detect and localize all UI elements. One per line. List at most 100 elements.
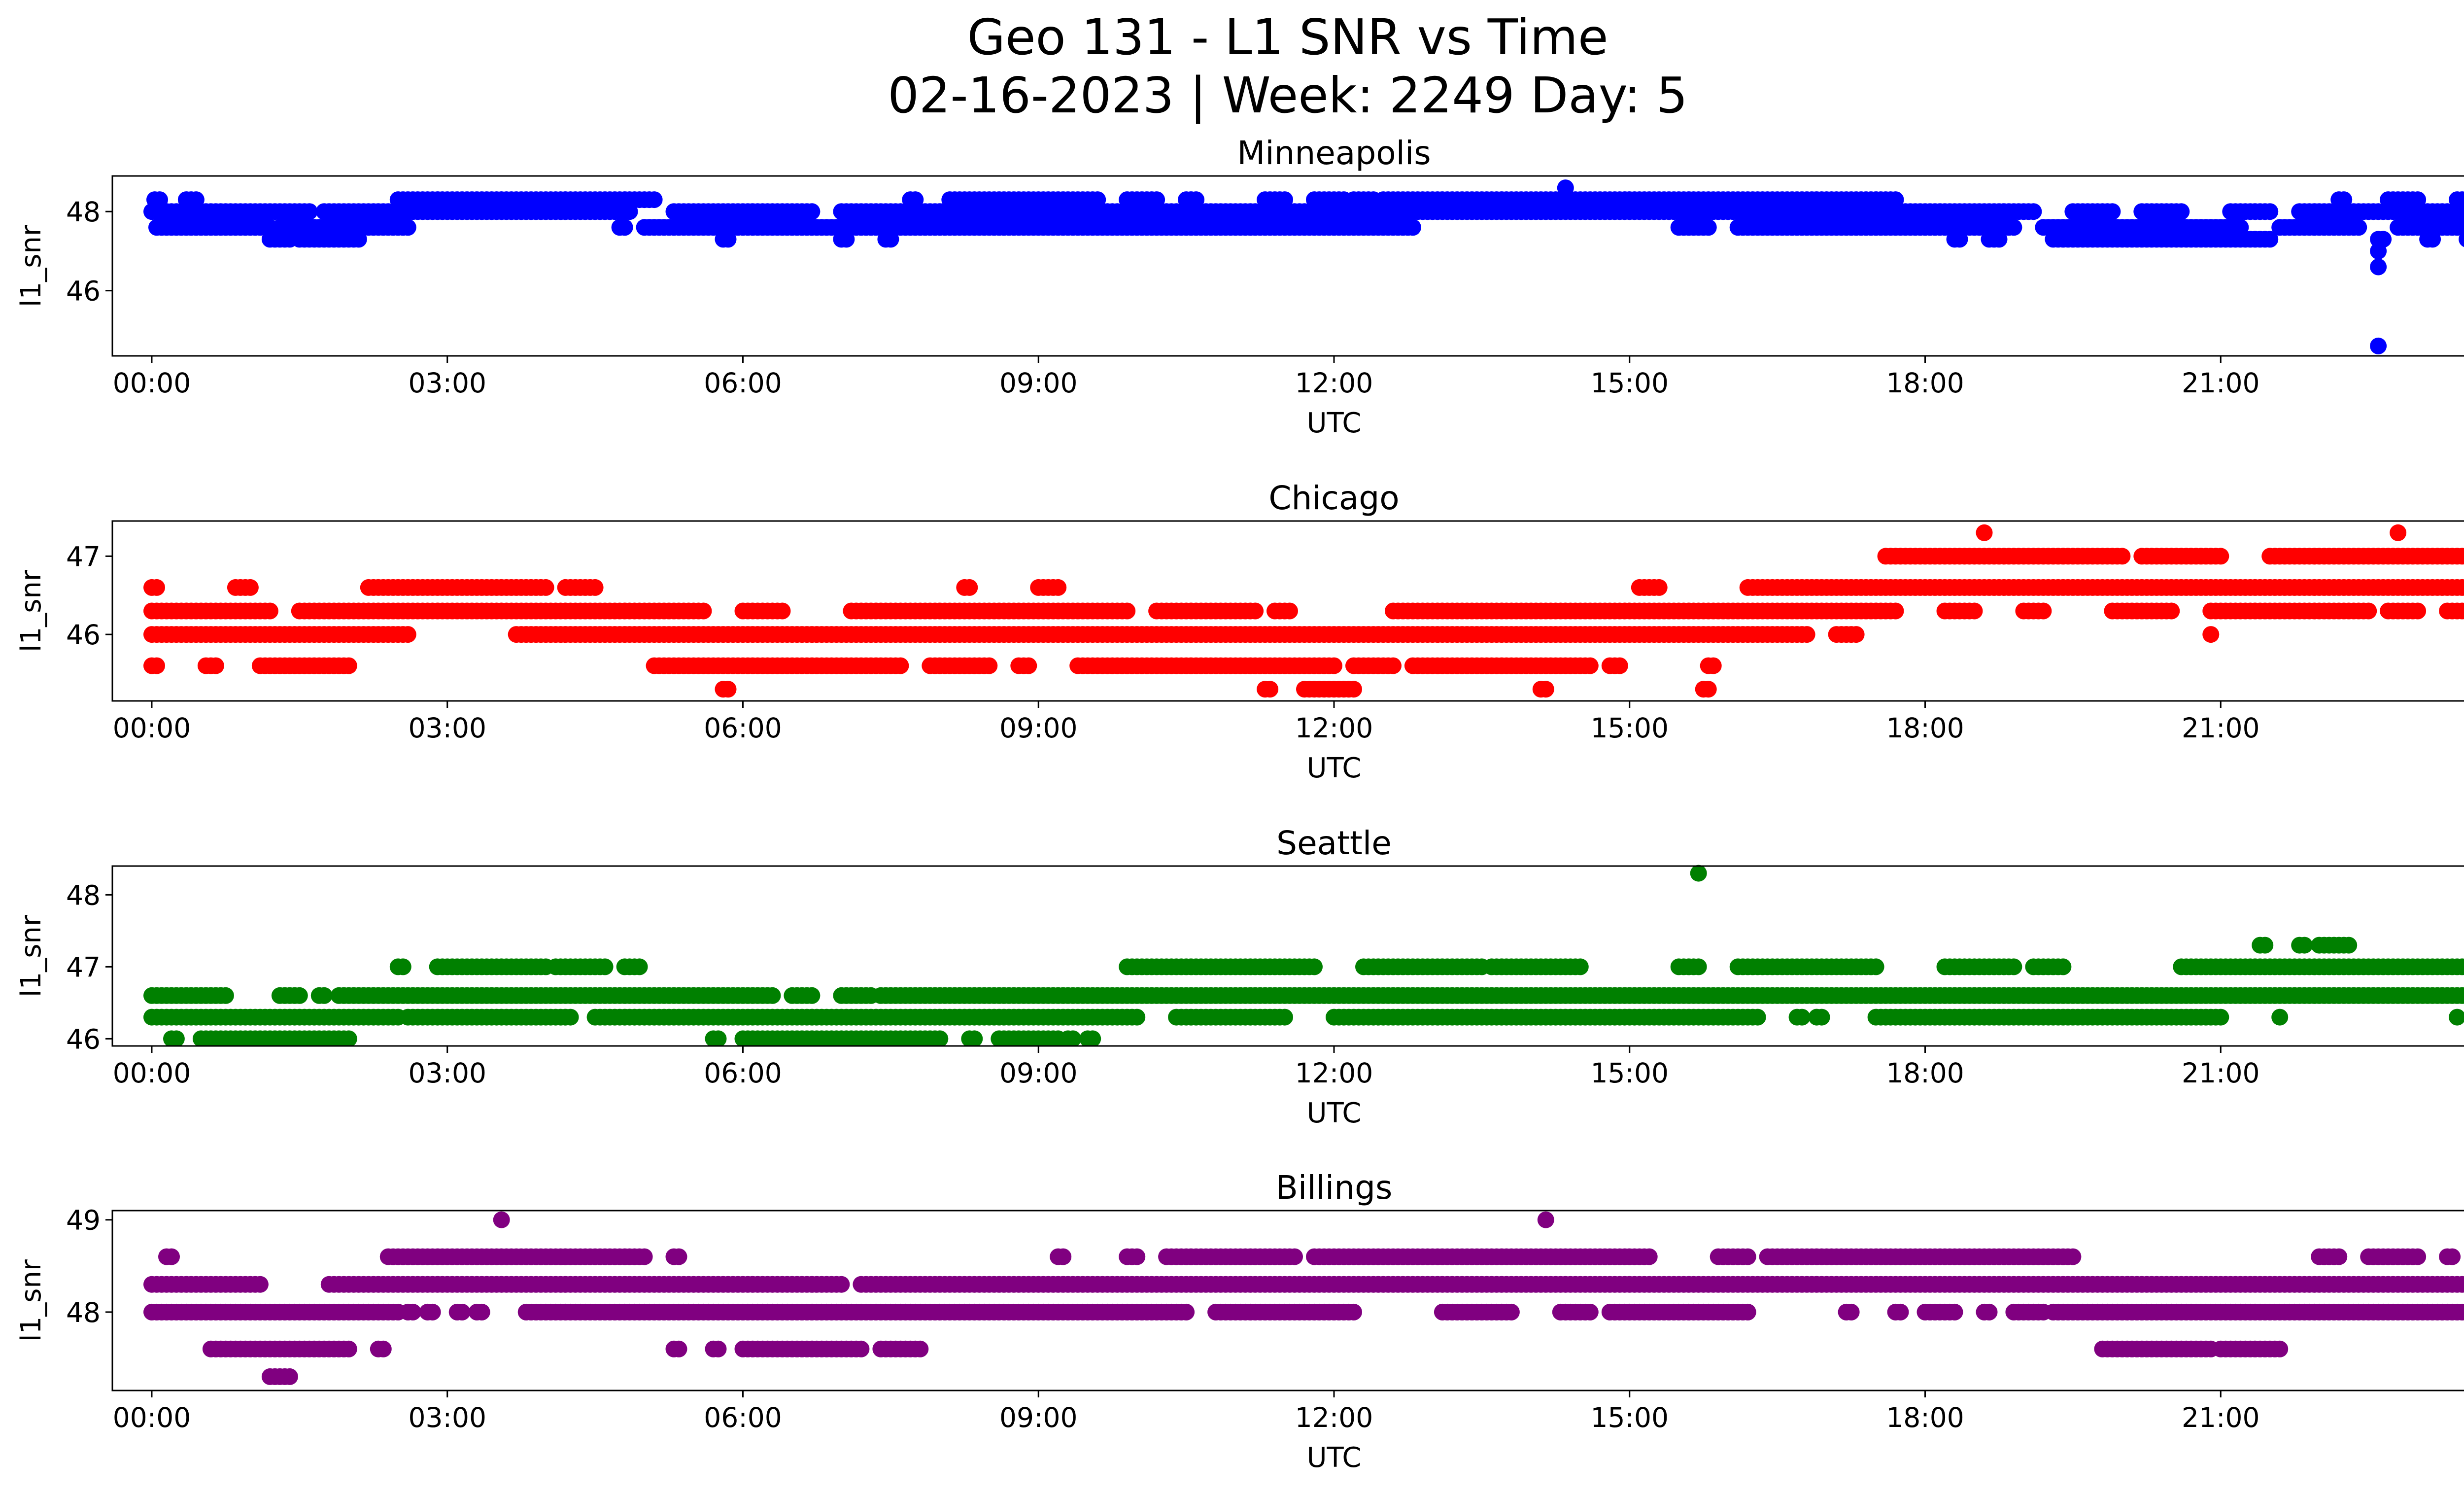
scatter-points (143, 524, 2464, 698)
data-point (1611, 657, 1628, 674)
data-point (1119, 602, 1136, 620)
data-point (2271, 1340, 2289, 1357)
data-point (399, 219, 416, 236)
scatter-points (143, 865, 2464, 1046)
data-point (1700, 681, 1717, 698)
x-tick-label: 12:00 (1295, 367, 1373, 399)
data-point (931, 1030, 949, 1046)
data-point (853, 1340, 870, 1357)
data-point (1537, 681, 1554, 698)
data-point (2271, 1008, 2289, 1026)
data-point (1966, 602, 1983, 620)
data-point (2054, 958, 2072, 975)
data-point (291, 987, 308, 1004)
data-point (1385, 657, 1402, 674)
x-tick-label: 06:00 (704, 1057, 782, 1089)
x-tick-label: 21:00 (2182, 1402, 2260, 1433)
data-point (2459, 1304, 2464, 1320)
data-point (1793, 1008, 1811, 1026)
x-tick-label: 15:00 (1591, 1057, 1669, 1089)
data-point (1247, 602, 1264, 620)
data-point (1690, 865, 1707, 882)
data-point (961, 579, 978, 596)
data-point (1055, 1248, 1072, 1265)
y-axis-label: l1_snr (15, 1259, 47, 1342)
data-point (670, 1340, 687, 1357)
x-tick-label: 21:00 (2182, 712, 2260, 744)
data-point (2173, 203, 2190, 220)
data-point (2340, 937, 2358, 954)
y-tick-label: 48 (66, 879, 101, 911)
x-tick-label: 06:00 (704, 712, 782, 744)
x-tick-label: 09:00 (999, 367, 1078, 399)
data-point (803, 987, 821, 1004)
data-point (2163, 602, 2180, 620)
y-tick-label: 48 (66, 196, 101, 228)
data-point (2459, 1276, 2464, 1292)
data-point (616, 219, 633, 236)
data-point (2370, 258, 2387, 276)
data-point (2459, 959, 2464, 975)
data-point (537, 579, 554, 596)
data-point (1892, 1303, 1909, 1321)
data-point (1262, 681, 1279, 698)
x-tick-label: 12:00 (1295, 1057, 1373, 1089)
data-point (710, 1030, 727, 1046)
y-axis-label: l1_snr (15, 224, 47, 307)
x-tick-label: 21:00 (2182, 367, 2260, 399)
data-point (2005, 958, 2022, 975)
data-point (404, 1303, 421, 1321)
x-tick-label: 12:00 (1295, 712, 1373, 744)
data-point (1848, 626, 1865, 643)
data-point (1887, 602, 1904, 620)
data-point (168, 1030, 185, 1046)
data-point (2257, 937, 2274, 954)
data-point (1749, 1008, 1766, 1026)
data-point (1951, 231, 1968, 248)
data-point (1020, 657, 1037, 674)
x-axis-label: UTC (1306, 1442, 1361, 1474)
data-point (2459, 580, 2464, 595)
x-tick-label: 09:00 (999, 712, 1078, 744)
data-point (2370, 243, 2387, 260)
data-point (350, 231, 367, 248)
data-point (1690, 958, 1707, 975)
data-point (1503, 1303, 1520, 1321)
data-point (1306, 958, 1323, 975)
data-point (710, 1340, 727, 1357)
x-axis-label: UTC (1306, 1097, 1361, 1129)
data-point (2370, 337, 2387, 354)
data-point (2459, 231, 2464, 247)
data-point (281, 1368, 298, 1385)
data-point (1084, 1030, 1101, 1046)
data-point (912, 1340, 929, 1357)
data-point (695, 602, 712, 620)
data-point (636, 1248, 653, 1265)
data-point (1537, 1211, 1554, 1228)
data-point (2459, 987, 2464, 1004)
data-point (966, 1030, 983, 1046)
data-point (2064, 1248, 2082, 1265)
data-point (833, 1276, 850, 1293)
data-point (301, 203, 318, 220)
data-point (375, 1340, 392, 1357)
data-point (473, 1303, 490, 1321)
data-point (2261, 231, 2279, 248)
data-point (2104, 203, 2121, 220)
data-point (1064, 1030, 1082, 1046)
data-point (631, 958, 648, 975)
data-point (1286, 1248, 1303, 1265)
data-point (2409, 1248, 2427, 1265)
x-tick-label: 09:00 (999, 1402, 1078, 1433)
data-point (148, 657, 165, 674)
data-point (719, 681, 737, 698)
x-tick-label: 18:00 (1886, 1057, 1964, 1089)
data-point (1557, 179, 1574, 197)
x-tick-label: 03:00 (408, 367, 486, 399)
data-point (882, 231, 899, 248)
